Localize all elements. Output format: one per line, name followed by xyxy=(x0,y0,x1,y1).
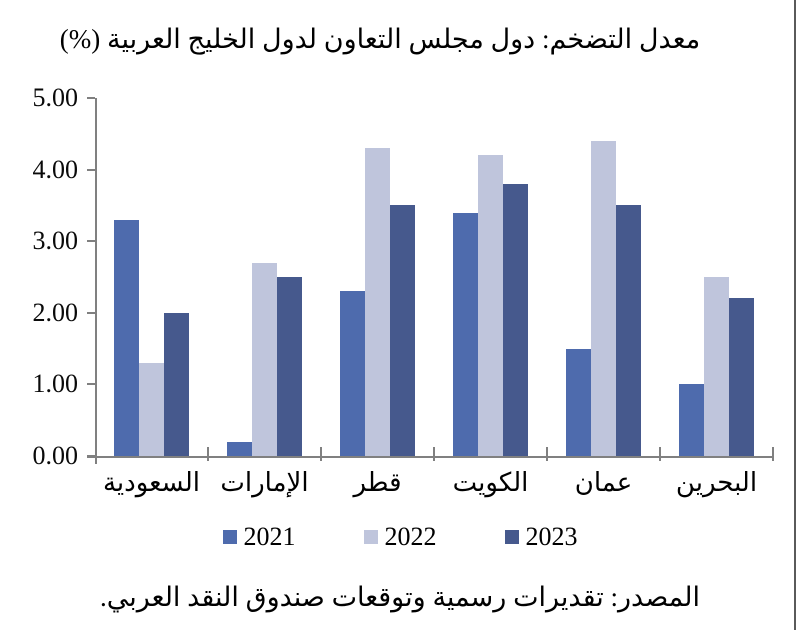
x-axis-tick xyxy=(320,447,322,461)
x-axis-tick xyxy=(207,447,209,461)
legend-item-2022: 2022 xyxy=(363,522,437,551)
y-axis-tick xyxy=(87,168,95,171)
source-caption: المصدر: تقديرات رسمية وتوقعات صندوق النق… xyxy=(100,582,700,612)
legend-label-2021: 2021 xyxy=(243,522,296,551)
y-axis-tick-label: 1.00 xyxy=(32,369,79,399)
bar-2023-5 xyxy=(729,298,754,456)
y-axis-tick-label: 3.00 xyxy=(32,226,79,256)
x-axis-line xyxy=(87,456,773,458)
x-axis-category-label: الإمارات xyxy=(220,468,309,497)
bar-2022-4 xyxy=(591,140,616,456)
bar-2022-5 xyxy=(704,277,729,456)
x-axis-category-label: البحرين xyxy=(675,468,758,497)
legend-label-2022: 2022 xyxy=(384,522,437,551)
legend-item-2021: 2021 xyxy=(222,522,296,551)
y-axis-tick-label: 2.00 xyxy=(32,297,79,327)
bar-2021-1 xyxy=(227,441,252,456)
x-axis-tick xyxy=(546,447,548,461)
x-axis-category-label: عمان xyxy=(574,468,633,497)
x-axis-tick xyxy=(772,447,774,461)
legend-swatch-2023 xyxy=(504,530,519,544)
bar-2021-3 xyxy=(453,212,478,456)
y-axis-line xyxy=(95,98,97,464)
bar-2023-2 xyxy=(390,205,415,456)
chart-legend: 2021 2022 2023 xyxy=(0,522,800,552)
y-axis-tick xyxy=(87,97,95,99)
bar-2022-3 xyxy=(478,155,503,456)
bar-2023-1 xyxy=(277,277,302,456)
bar-2023-4 xyxy=(616,205,641,456)
bar-2022-0 xyxy=(139,362,164,456)
legend-swatch-2021 xyxy=(222,530,237,544)
legend-swatch-2022 xyxy=(363,530,378,544)
y-axis-tick-label: 0.00 xyxy=(32,441,79,470)
y-axis-tick xyxy=(87,455,95,457)
bar-2021-2 xyxy=(340,291,365,456)
bar-2023-0 xyxy=(164,312,189,456)
x-axis-tick xyxy=(433,447,435,461)
bar-2021-0 xyxy=(114,219,139,456)
x-axis-category-label: قطر xyxy=(353,468,402,497)
bar-2023-3 xyxy=(503,183,528,456)
page-cell-border xyxy=(794,0,796,630)
bar-2022-1 xyxy=(252,262,277,456)
y-axis-tick-label: 4.00 xyxy=(32,154,79,184)
x-axis-category-label: الكويت xyxy=(452,468,529,497)
y-axis-tick xyxy=(87,240,95,243)
x-axis-tick xyxy=(659,447,661,461)
bar-2022-2 xyxy=(365,148,390,456)
bar-2021-5 xyxy=(679,384,704,456)
legend-label-2023: 2023 xyxy=(525,522,578,551)
x-axis-category-label: السعودية xyxy=(102,468,201,497)
y-axis-tick xyxy=(87,383,95,386)
legend-item-2023: 2023 xyxy=(504,522,578,551)
y-axis-tick xyxy=(87,311,95,314)
chart-title: معدل التضخم: دول مجلس التعاون لدول الخلي… xyxy=(59,24,701,54)
y-axis-tick-label: 5.00 xyxy=(32,83,79,112)
bar-2021-4 xyxy=(566,348,591,456)
